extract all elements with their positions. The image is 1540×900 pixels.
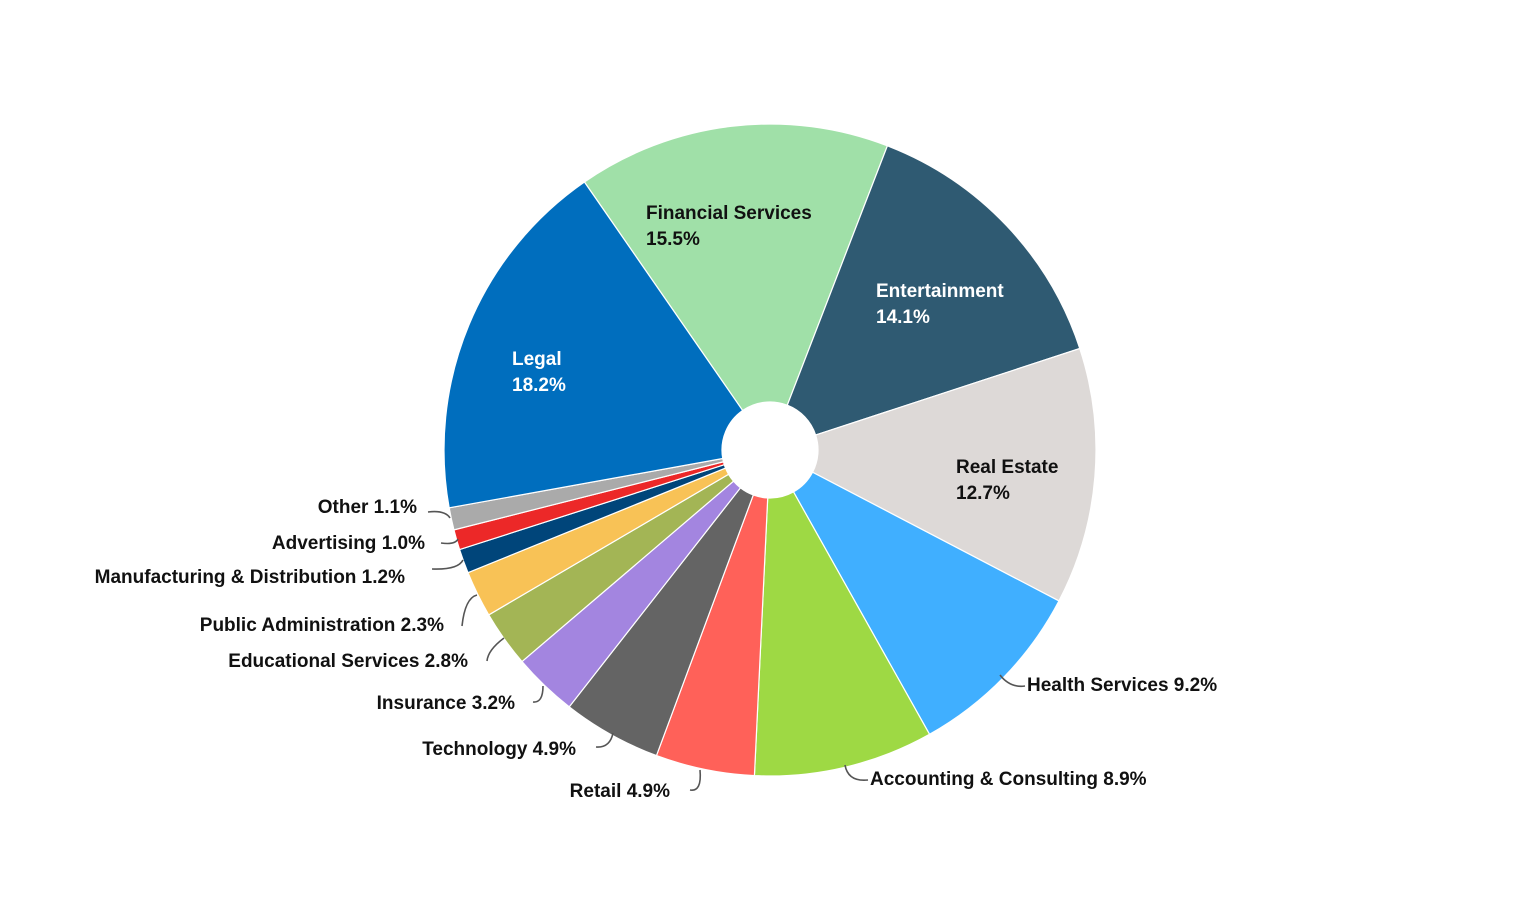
slice-health-services (792, 471, 1060, 736)
label-financial-services: Financial Services 15.5% (646, 203, 812, 250)
leader-line-retail (689, 769, 702, 791)
leader-line-technology (595, 732, 614, 748)
leader-line-insurance (532, 685, 544, 703)
label-real-estate: Real Estate 12.7% (956, 457, 1058, 504)
slice-accounting-consulting (753, 491, 931, 777)
label-legal: Legal 18.2% (512, 349, 566, 396)
label-health-services: Health Services 9.2% (1027, 675, 1217, 696)
label-advertising: Advertising 1.0% (272, 533, 425, 554)
leader-line-advertising (440, 538, 459, 545)
slice-entertainment (786, 145, 1081, 436)
leader-line-health-services (999, 674, 1026, 688)
leader-line-accounting-consulting (844, 764, 869, 782)
label-entertainment: Entertainment 14.1% (876, 281, 1004, 328)
leader-line-other (427, 510, 451, 519)
label-accounting-consulting: Accounting & Consulting 8.9% (870, 769, 1147, 790)
label-educational-services: Educational Services 2.8% (228, 651, 468, 672)
label-technology: Technology 4.9% (422, 739, 576, 760)
leader-line-educational-services (486, 637, 505, 662)
slice-financial-services (583, 123, 889, 412)
slice-legal (443, 181, 744, 509)
label-public-administration: Public Administration 2.3% (200, 615, 444, 636)
label-retail: Retail 4.9% (570, 781, 670, 802)
leader-line-manufacturing-distribution (431, 559, 464, 570)
leader-line-public-administration (461, 594, 478, 627)
label-insurance: Insurance 3.2% (377, 693, 515, 714)
slice-real-estate (811, 347, 1097, 602)
label-other: Other 1.1% (318, 497, 417, 518)
label-manufacturing-distribution: Manufacturing & Distribution 1.2% (95, 567, 405, 588)
